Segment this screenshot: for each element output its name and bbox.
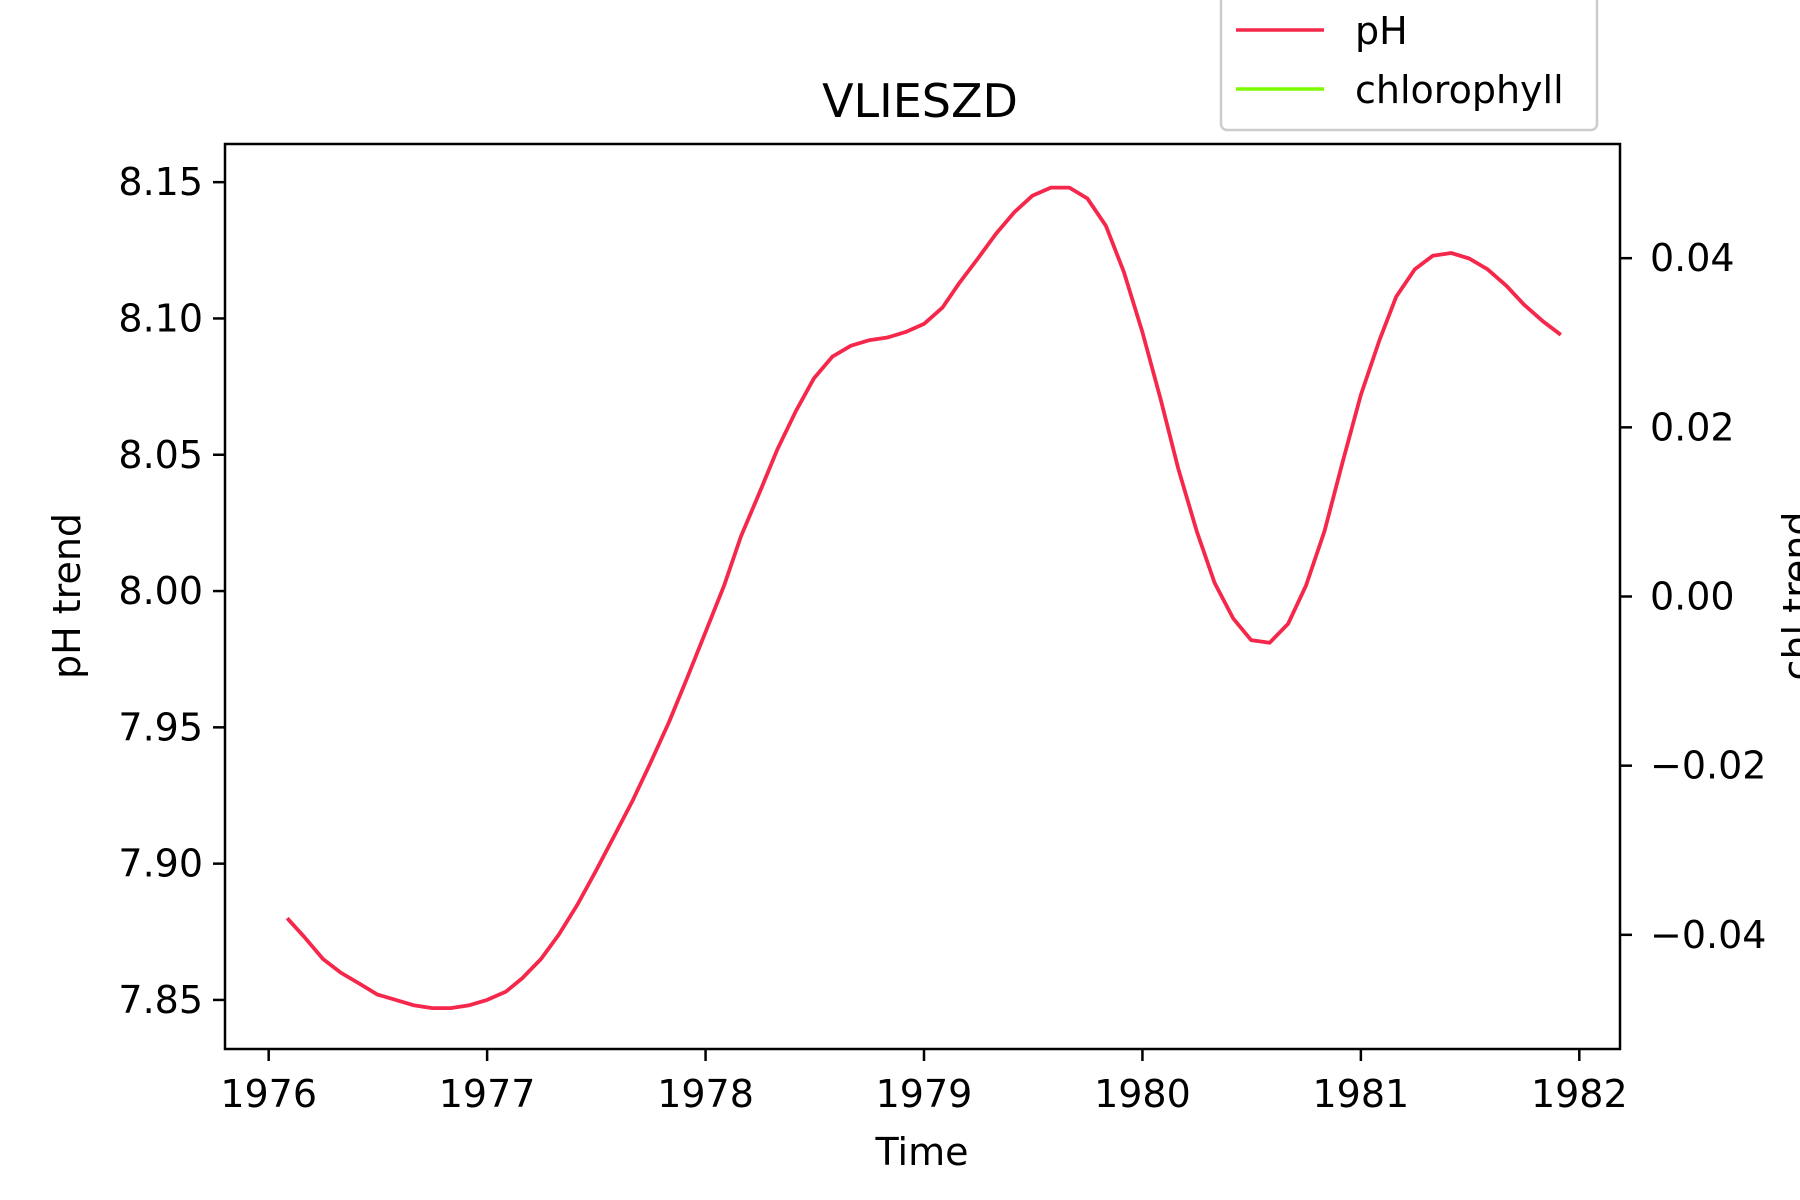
y-axis-label: pH trend bbox=[45, 513, 89, 679]
x-tick-label: 1980 bbox=[1094, 1072, 1191, 1116]
y2-tick-label: 0.02 bbox=[1650, 405, 1735, 449]
y-tick-label: 8.05 bbox=[118, 433, 203, 477]
legend-label-chlorophyll: chlorophyll bbox=[1355, 68, 1564, 112]
legend: pH chlorophyll bbox=[1219, 0, 1599, 132]
x-axis-label: Time bbox=[875, 1130, 969, 1174]
y-tick-label: 8.00 bbox=[118, 569, 203, 613]
y-tick-label: 8.10 bbox=[118, 296, 203, 340]
y2-tick-label: 0.04 bbox=[1650, 236, 1735, 280]
y-tick-label: 7.95 bbox=[118, 705, 203, 749]
series-line-ph bbox=[285, 185, 1562, 1010]
legend-label-ph: pH bbox=[1355, 9, 1408, 53]
x-tick-label: 1977 bbox=[439, 1072, 536, 1116]
x-tick-label: 1979 bbox=[876, 1072, 973, 1116]
tick-layer: 1976 1977 1978 1979 1980 1981 1982 7.85 7.90 7.95… bbox=[118, 160, 1766, 1116]
x-tick-label: 1978 bbox=[657, 1072, 754, 1116]
x-tick-label: 1976 bbox=[220, 1072, 317, 1116]
series-layer bbox=[285, 185, 1562, 1010]
legend-box bbox=[1219, 0, 1599, 132]
x-tick-label: 1982 bbox=[1531, 1072, 1628, 1116]
y-tick-label: 7.85 bbox=[118, 978, 203, 1022]
chart-title: VLIESZD bbox=[822, 74, 1018, 128]
y2-tick-label: −0.02 bbox=[1650, 744, 1766, 788]
y2-tick-label: −0.04 bbox=[1650, 913, 1766, 957]
y2-axis-label: chl trend bbox=[1775, 512, 1800, 681]
y-tick-label: 8.15 bbox=[118, 160, 203, 204]
x-tick-label: 1981 bbox=[1313, 1072, 1410, 1116]
y2-tick-label: 0.00 bbox=[1650, 575, 1735, 619]
y-tick-label: 7.90 bbox=[118, 842, 203, 886]
